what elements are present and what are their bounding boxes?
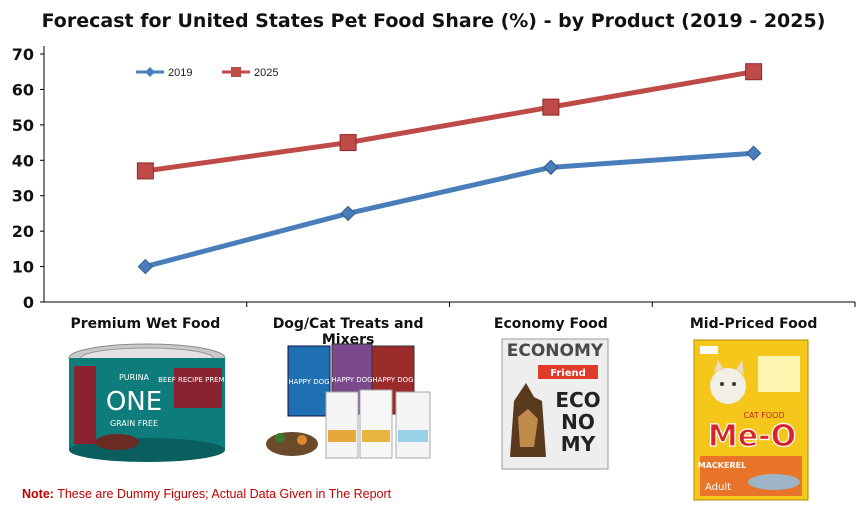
series-2019 [137, 145, 762, 275]
x-tick-label: Mid-Priced Food [689, 316, 818, 332]
wet-flavor-text: BEEF RECIPE PREMIUM [158, 376, 232, 384]
economy-food-bag-image: ECONOMY Friend ECO NO MY [501, 338, 609, 470]
premium-wet-food-can-image: BEEF RECIPE PREMIUM PURINA ONE GRAIN FRE… [68, 343, 232, 462]
economy-top-text: ECONOMY [507, 341, 604, 361]
wet-brand-text: PURINA [119, 373, 150, 382]
series-2025 [136, 63, 763, 180]
treats-brand-text-1: HAPPY DOG [288, 378, 329, 386]
mid-priced-food-bag-image: CAT FOOD Me-O MACKEREL Adult [693, 339, 809, 501]
x-axis [44, 301, 856, 307]
point-2025 [136, 162, 154, 180]
legend-marker-2025 [231, 67, 241, 77]
legend-label-2019: 2019 [168, 67, 192, 79]
treats-mixers-bags-image: HAPPY DOG HAPPY DOG HAPPY DOG [266, 343, 431, 459]
x-tick-label: Economy Food [493, 316, 608, 332]
y-tick-label: 10 [12, 258, 34, 277]
wet-name-text: ONE [106, 387, 162, 417]
point-2025 [745, 63, 763, 81]
line-chart: 0 10 20 30 40 50 60 70 2019 2025 [12, 45, 856, 312]
economy-big-text-1: ECO [555, 388, 600, 412]
y-tick-label: 60 [12, 80, 34, 99]
legend: 2019 2025 [136, 67, 278, 79]
series-layer [136, 63, 763, 275]
footnote-text: These are Dummy Figures; Actual Data Giv… [53, 487, 392, 501]
mid-tag-text: CAT FOOD [743, 411, 784, 420]
mid-flavor-text: MACKEREL [698, 461, 746, 470]
y-tick-label: 20 [12, 222, 34, 241]
y-tick-label: 50 [12, 116, 34, 135]
footnote-label: Note: [22, 487, 54, 501]
treats-brand-text-3: HAPPY DOG [372, 376, 413, 384]
y-tick-label: 30 [12, 187, 34, 206]
x-tick-label: Premium Wet Food [70, 316, 221, 332]
economy-brand-text: Friend [550, 368, 586, 379]
point-2019 [745, 145, 762, 161]
legend-label-2025: 2025 [254, 67, 278, 79]
mid-age-text: Adult [705, 482, 731, 493]
point-2025 [542, 98, 560, 116]
point-2019 [340, 205, 356, 222]
footnote: Note: These are Dummy Figures; Actual Da… [22, 487, 391, 501]
y-tick-label: 70 [12, 45, 34, 64]
mid-brand-text: Me-O [708, 419, 796, 454]
series-line-2025 [142, 69, 757, 174]
point-2025 [339, 134, 357, 152]
wet-sub-text: GRAIN FREE [110, 419, 158, 428]
point-2019 [137, 258, 154, 275]
economy-big-text-2: NO [561, 410, 595, 434]
legend-marker-2019 [145, 67, 155, 77]
y-tick-label: 40 [12, 151, 34, 170]
series-line-2019 [142, 150, 757, 270]
y-tick-label: 0 [23, 293, 34, 312]
economy-big-text-3: MY [561, 432, 596, 456]
treats-brand-text-2: HAPPY DOG [331, 376, 372, 384]
point-2019 [543, 159, 559, 176]
y-axis: 0 10 20 30 40 50 60 70 [12, 45, 45, 312]
chart-title: Forecast for United States Pet Food Shar… [41, 10, 826, 32]
